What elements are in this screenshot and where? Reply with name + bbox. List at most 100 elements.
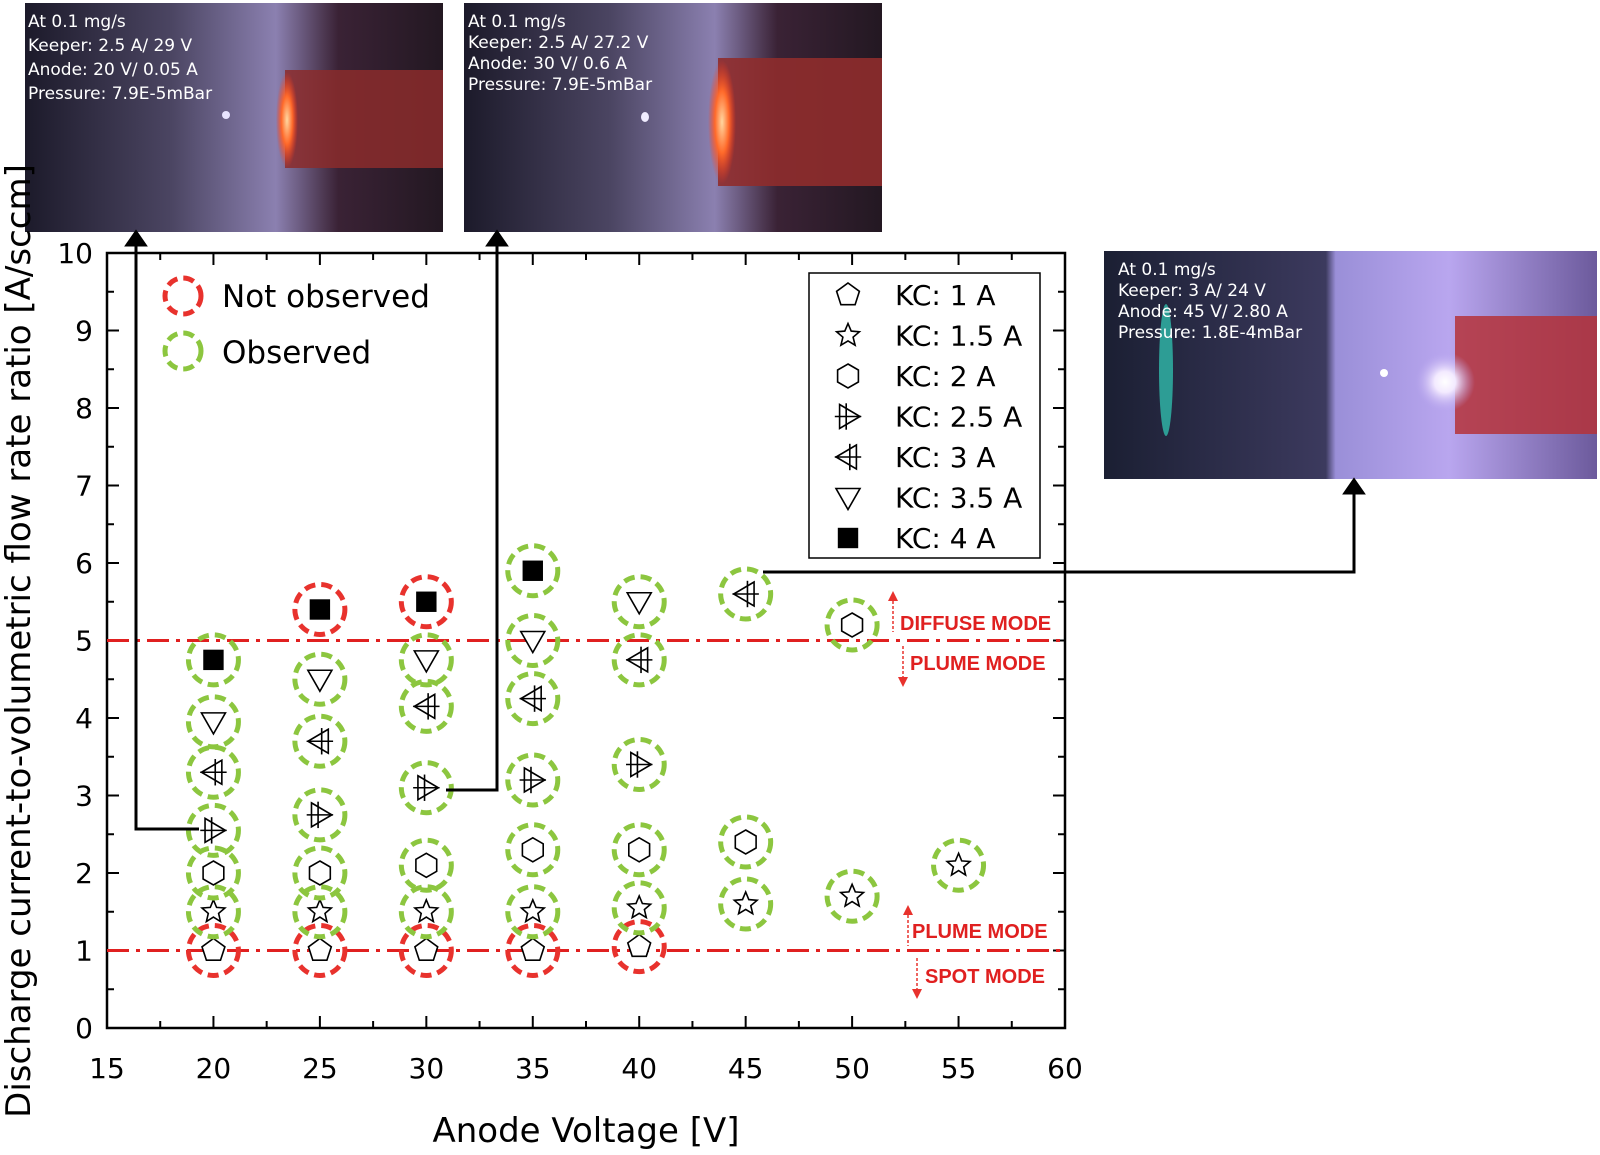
observed-ring: [505, 752, 561, 808]
data-point-left-arrow: [732, 580, 759, 608]
observed-ring: [292, 884, 348, 940]
observed-ring: [398, 884, 454, 940]
diffuse-arrowhead: [888, 591, 898, 601]
observed-ring: [185, 694, 241, 750]
plume-upper-arrowhead: [898, 677, 908, 687]
data-point-star: [838, 882, 866, 908]
data-point-filled-square: [203, 649, 224, 671]
observed-ring: [718, 876, 774, 932]
y-axis-title: Discharge current-to-volumetric flow rat…: [0, 164, 39, 1118]
data-point-down-triangle: [412, 650, 440, 674]
data-points: [185, 543, 987, 978]
axis-ticks: [106, 252, 1066, 1029]
data-point-pentagon: [626, 933, 652, 958]
x-tick-label: 25: [302, 1052, 338, 1085]
connector-arrowhead-1: [124, 229, 148, 247]
x-tick-label: 40: [621, 1052, 657, 1085]
data-point-left-arrow: [625, 646, 653, 674]
photo-3-line-4: Pressure: 1.8E-4mBar: [1118, 323, 1302, 343]
data-point-left-arrow: [519, 685, 546, 713]
data-point-star: [519, 897, 547, 924]
photo-connectors: [124, 229, 1366, 831]
data-point-star: [412, 897, 440, 924]
observed-ring: [398, 678, 454, 734]
marker-legend-items: KC: 1 A KC: 1.5 A KC: 2 A KC: 2.5 A KC: 3 A K…: [834, 279, 1022, 555]
data-point-hexagon: [840, 612, 864, 638]
y-tick-label: 1: [75, 935, 93, 968]
observed-ring: [931, 837, 987, 893]
observed-ring: [611, 737, 667, 792]
y-tick-label: 7: [75, 470, 93, 503]
x-tick-label: 35: [515, 1052, 551, 1085]
data-point-down-triangle: [519, 630, 547, 655]
y-tick-label: 4: [75, 702, 93, 735]
data-point-hexagon: [202, 860, 225, 886]
y-tick-label: 0: [75, 1012, 93, 1045]
data-point-left-arrow: [199, 758, 227, 786]
data-point-star: [732, 889, 760, 916]
photo-2-line-2: Keeper: 2.5 A/ 27.2 V: [468, 33, 649, 53]
not-observed-ring: [292, 923, 348, 978]
data-point-star: [625, 893, 653, 920]
data-point-right-arrow: [306, 801, 334, 829]
y-tick-label: 3: [75, 780, 93, 813]
y-tick-label: 8: [75, 392, 93, 425]
data-point-right-arrow: [200, 816, 228, 844]
data-point-right-arrow: [519, 766, 547, 794]
series-star: [185, 837, 987, 940]
observed-swatch: [162, 330, 204, 372]
x-tick-label: 45: [728, 1052, 764, 1085]
observed-ring: [611, 822, 667, 878]
photo-2-line-4: Pressure: 7.9E-5mBar: [468, 75, 652, 95]
connector-arrowhead-3: [1342, 477, 1366, 495]
x-tick-label: 55: [941, 1052, 977, 1085]
observed-ring: [505, 543, 561, 599]
data-point-star: [200, 897, 227, 924]
x-tick-label: 30: [409, 1052, 445, 1085]
observed-ring: [185, 632, 241, 688]
plume-mode-upper-label: PLUME MODE: [910, 653, 1046, 675]
mode-threshold-lines: [107, 639, 1065, 952]
data-point-filled-square: [416, 591, 437, 612]
observed-ring: [185, 845, 241, 901]
connector-to-photo-2: [446, 245, 499, 792]
not-observed-ring: [398, 923, 454, 978]
photo-2-line-3: Anode: 30 V/ 0.6 A: [468, 54, 627, 74]
legend-marker-hexagon: [836, 363, 860, 389]
series-right-arrow: [185, 737, 667, 858]
photo-2-line-1: At 0.1 mg/s: [468, 12, 566, 32]
photo-3-line-2: Keeper: 3 A/ 24 V: [1118, 281, 1266, 301]
data-point-right-arrow: [626, 751, 653, 778]
spot-arrowhead: [912, 989, 922, 999]
not-observed-ring: [611, 919, 667, 975]
not-observed-label: Not observed: [222, 279, 430, 315]
not-observed-ring: [185, 923, 241, 978]
x-tick-label: 15: [89, 1052, 125, 1085]
photo-1-line-3: Anode: 20 V/ 0.05 A: [28, 60, 198, 80]
data-point-hexagon: [627, 836, 651, 863]
photo-2: At 0.1 mg/s Keeper: 2.5 A/ 27.2 V Anode:…: [464, 3, 882, 232]
series-left-arrow: [185, 566, 774, 800]
observed-ring: [292, 713, 348, 769]
photo-3-line-3: Anode: 45 V/ 2.80 A: [1118, 302, 1288, 322]
series-filled-square: [185, 543, 561, 688]
data-point-star: [306, 897, 334, 924]
legend-label: KC: 1 A: [895, 279, 996, 312]
observed-ring: [718, 566, 774, 622]
photo-1-line-4: Pressure: 7.9E-5mBar: [28, 84, 212, 104]
y-tick-label: 9: [75, 315, 93, 348]
observed-ring: [292, 845, 348, 901]
legend-marker-right-arrow: [834, 403, 862, 430]
data-point-hexagon: [415, 852, 438, 879]
x-tick-label: 50: [834, 1052, 870, 1085]
observed-ring: [718, 814, 774, 870]
data-point-filled-square: [522, 560, 543, 581]
not-observed-ring: [292, 582, 348, 637]
observed-ring: [185, 884, 241, 940]
data-point-left-arrow: [412, 692, 440, 720]
legend-marker-pentagon: [835, 282, 861, 306]
data-point-star: [945, 851, 972, 877]
data-point-left-arrow: [306, 727, 334, 755]
observed-ring: [292, 651, 348, 707]
